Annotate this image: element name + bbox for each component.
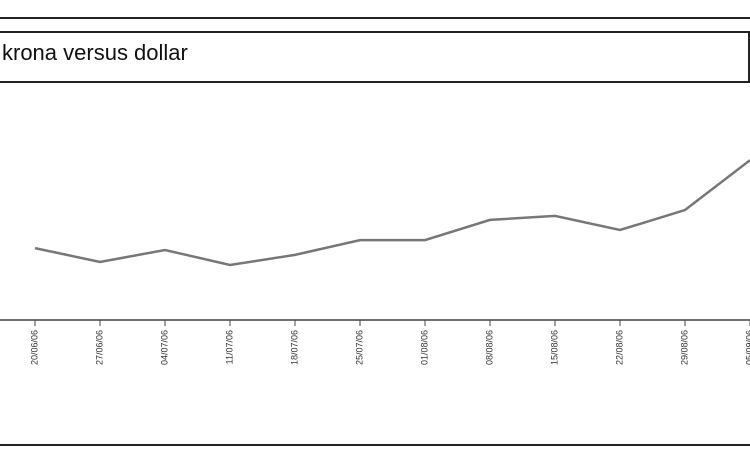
x-tick-label: 29/08/06 — [679, 330, 689, 365]
data-line — [34, 159, 750, 267]
x-tick-label: 15/08/06 — [549, 330, 559, 365]
x-tick-label: 01/08/06 — [419, 330, 429, 365]
x-tick-label: 04/07/06 — [159, 330, 169, 365]
title-box — [0, 31, 750, 83]
x-tick-label: 25/07/06 — [354, 330, 364, 365]
x-tick-label: 11/07/06 — [224, 330, 234, 364]
x-tick-label: 05/09/06 — [744, 330, 750, 365]
x-tick-label: 20/06/06 — [29, 330, 39, 365]
x-tick-label: 22/08/06 — [614, 330, 624, 365]
x-tick-label: 18/07/06 — [289, 330, 299, 365]
x-tick-label: 27/06/06 — [94, 330, 104, 365]
x-tick-label: 08/08/06 — [484, 330, 494, 365]
chart-title: krona versus dollar — [2, 40, 188, 65]
